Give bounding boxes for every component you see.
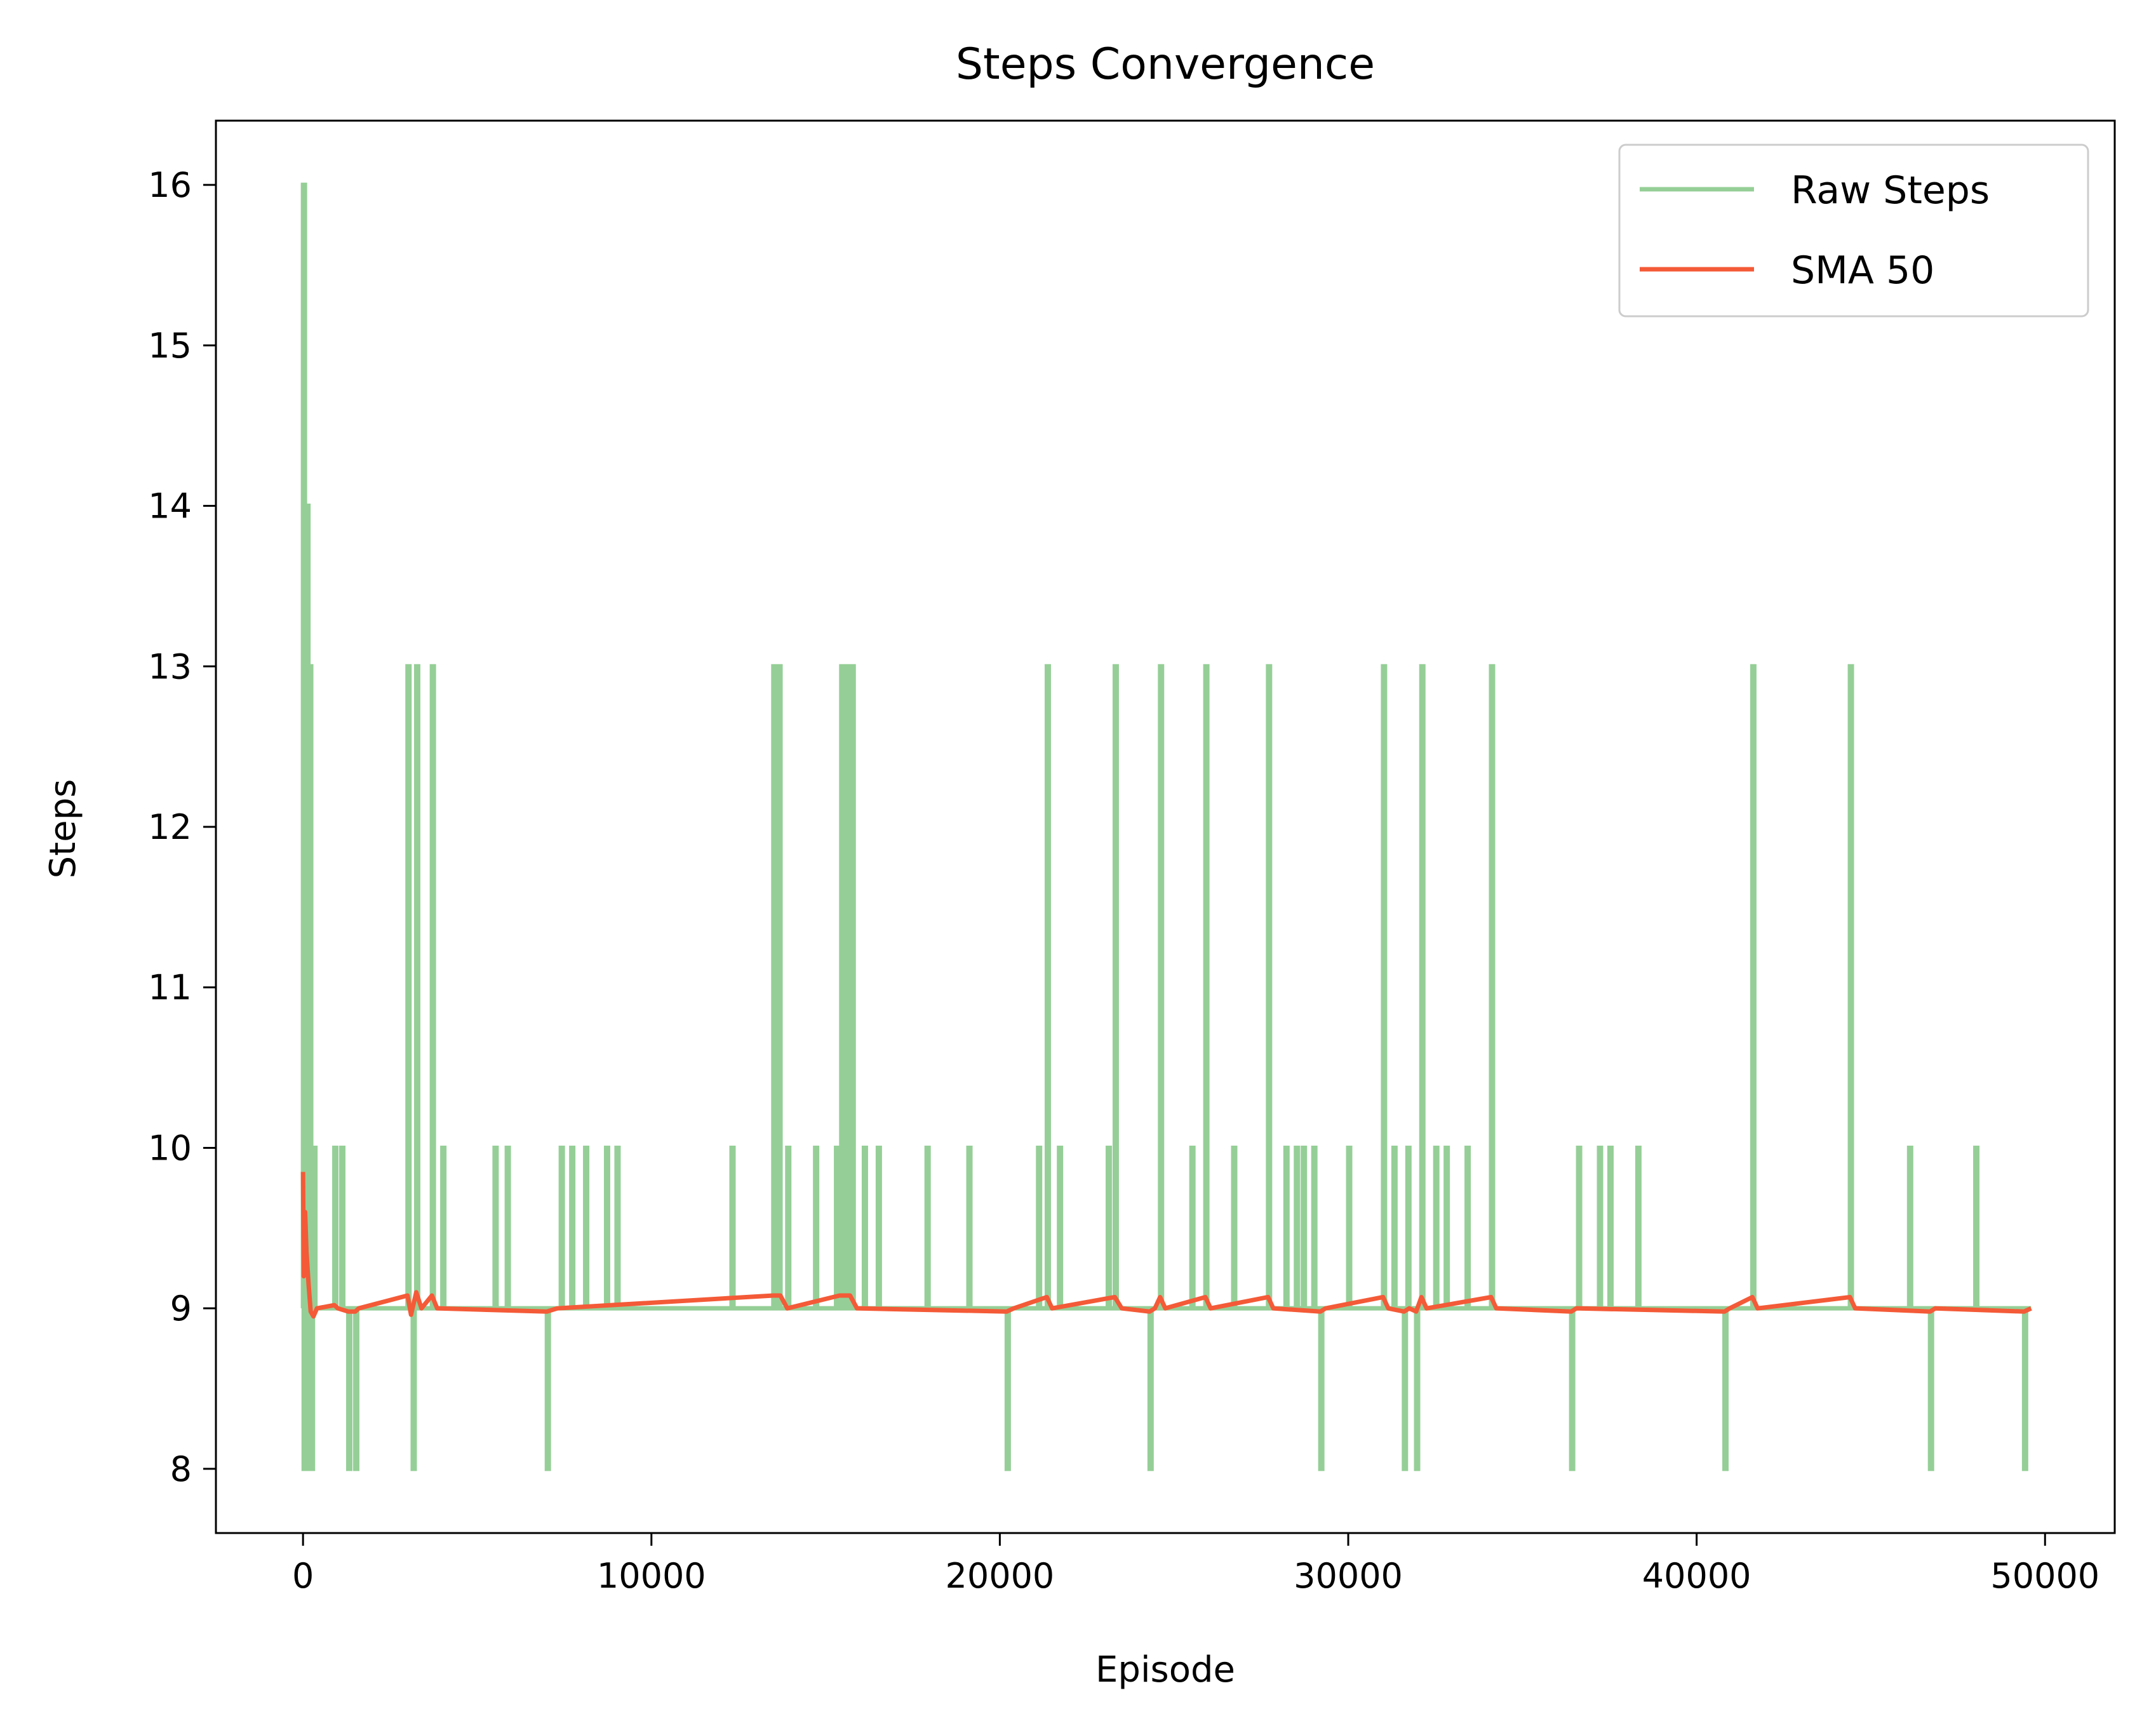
- x-tick-label: 10000: [597, 1556, 706, 1596]
- y-axis-ticks: 8 9 10 11 12 13 14 15 16: [148, 165, 216, 1489]
- plot-area: [300, 182, 2032, 1471]
- chart-title: Steps Convergence: [956, 39, 1375, 90]
- x-tick-label: 30000: [1294, 1556, 1403, 1596]
- legend-label-raw-steps: Raw Steps: [1791, 168, 1990, 213]
- plot-frame: [215, 119, 2116, 1534]
- x-tick-label: 40000: [1642, 1556, 1751, 1596]
- y-tick-label: 11: [148, 968, 192, 1008]
- y-tick-label: 16: [148, 165, 192, 205]
- y-tick-label: 9: [170, 1289, 192, 1329]
- x-axis-label: Episode: [1095, 1649, 1235, 1691]
- y-tick-label: 14: [148, 486, 192, 526]
- legend: Raw Steps SMA 50: [1618, 144, 2089, 318]
- legend-label-sma-50: SMA 50: [1791, 248, 1934, 293]
- y-tick-label: 13: [148, 646, 192, 687]
- x-tick-label: 20000: [946, 1556, 1055, 1596]
- y-tick-label: 15: [148, 326, 192, 366]
- series-line-sma-50: [300, 1172, 2032, 1319]
- x-axis-ticks: 0 10000 20000 30000 40000 50000: [292, 1533, 2099, 1596]
- x-tick-label: 50000: [1990, 1556, 2099, 1596]
- y-tick-label: 12: [148, 807, 192, 847]
- y-axis-label: Steps: [43, 779, 84, 879]
- y-tick-label: 8: [170, 1449, 192, 1489]
- y-tick-label: 10: [148, 1128, 192, 1168]
- x-tick-label: 0: [292, 1556, 314, 1596]
